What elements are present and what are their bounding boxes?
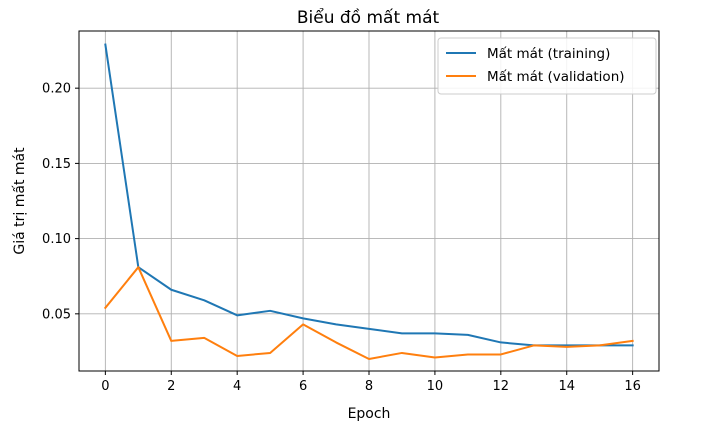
y-axis-label: Giá trị mất mát bbox=[12, 147, 28, 255]
x-axis-label: Epoch bbox=[348, 406, 391, 422]
legend-box bbox=[437, 37, 657, 95]
x-tick-label: 4 bbox=[233, 379, 241, 394]
x-tick-label: 6 bbox=[299, 379, 307, 394]
x-tick-label: 8 bbox=[365, 379, 373, 394]
legend-validation-label: Mất mát (validation) bbox=[487, 69, 625, 85]
y-tick-label: 0.10 bbox=[42, 232, 71, 247]
y-tick-label: 0.05 bbox=[42, 307, 71, 322]
x-tick-label: 2 bbox=[167, 379, 175, 394]
series-layer bbox=[103, 43, 634, 360]
tick-layer: 0 2 4 6 8 10 12 14 16 0.05 0.10 0.15 0.20 bbox=[42, 82, 641, 394]
x-tick-label: 12 bbox=[493, 379, 510, 394]
validation-loss-line bbox=[103, 266, 634, 360]
x-tick-label: 14 bbox=[558, 379, 575, 394]
legend: Mất mát (training) Mất mát (validation) bbox=[437, 37, 657, 95]
x-tick-label: 10 bbox=[427, 379, 444, 394]
y-tick-label: 0.20 bbox=[42, 82, 71, 97]
y-tick-label: 0.15 bbox=[42, 157, 71, 172]
legend-training-label: Mất mát (training) bbox=[487, 46, 610, 62]
x-tick-label: 16 bbox=[624, 379, 641, 394]
x-tick-label: 0 bbox=[101, 379, 109, 394]
chart-title: Biểu đồ mất mát bbox=[297, 7, 440, 28]
